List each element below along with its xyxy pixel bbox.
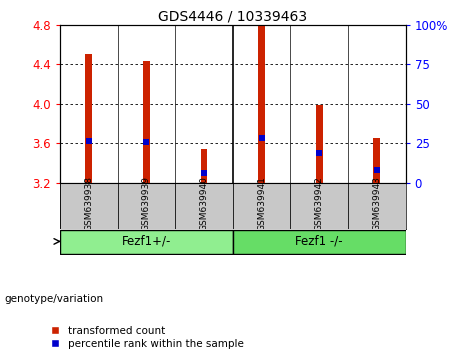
Bar (258, 26, 265, 183)
Text: Fezf1+/-: Fezf1+/- (122, 235, 171, 248)
Bar (348, 183, 406, 229)
Bar (373, 138, 380, 183)
Text: genotype/variation: genotype/variation (5, 294, 104, 304)
Bar (118, 183, 175, 229)
Bar (175, 183, 233, 229)
Bar (60, 183, 118, 229)
Bar (60, 230, 233, 253)
Text: GSM639943: GSM639943 (372, 176, 381, 231)
Bar (233, 230, 406, 253)
Bar (143, 61, 150, 183)
Text: GSM639938: GSM639938 (84, 176, 93, 231)
Text: GSM639939: GSM639939 (142, 176, 151, 231)
Text: GSM639941: GSM639941 (257, 176, 266, 231)
Bar (316, 105, 323, 183)
Title: GDS4446 / 10339463: GDS4446 / 10339463 (158, 10, 307, 24)
Text: Fezf1 -/-: Fezf1 -/- (296, 235, 343, 248)
Bar (85, 55, 92, 183)
Text: GSM639942: GSM639942 (315, 176, 324, 231)
Bar (290, 183, 348, 229)
Legend: transformed count, percentile rank within the sample: transformed count, percentile rank withi… (51, 326, 244, 349)
Text: GSM639940: GSM639940 (200, 176, 208, 231)
Bar (201, 149, 207, 183)
Bar (233, 183, 290, 229)
